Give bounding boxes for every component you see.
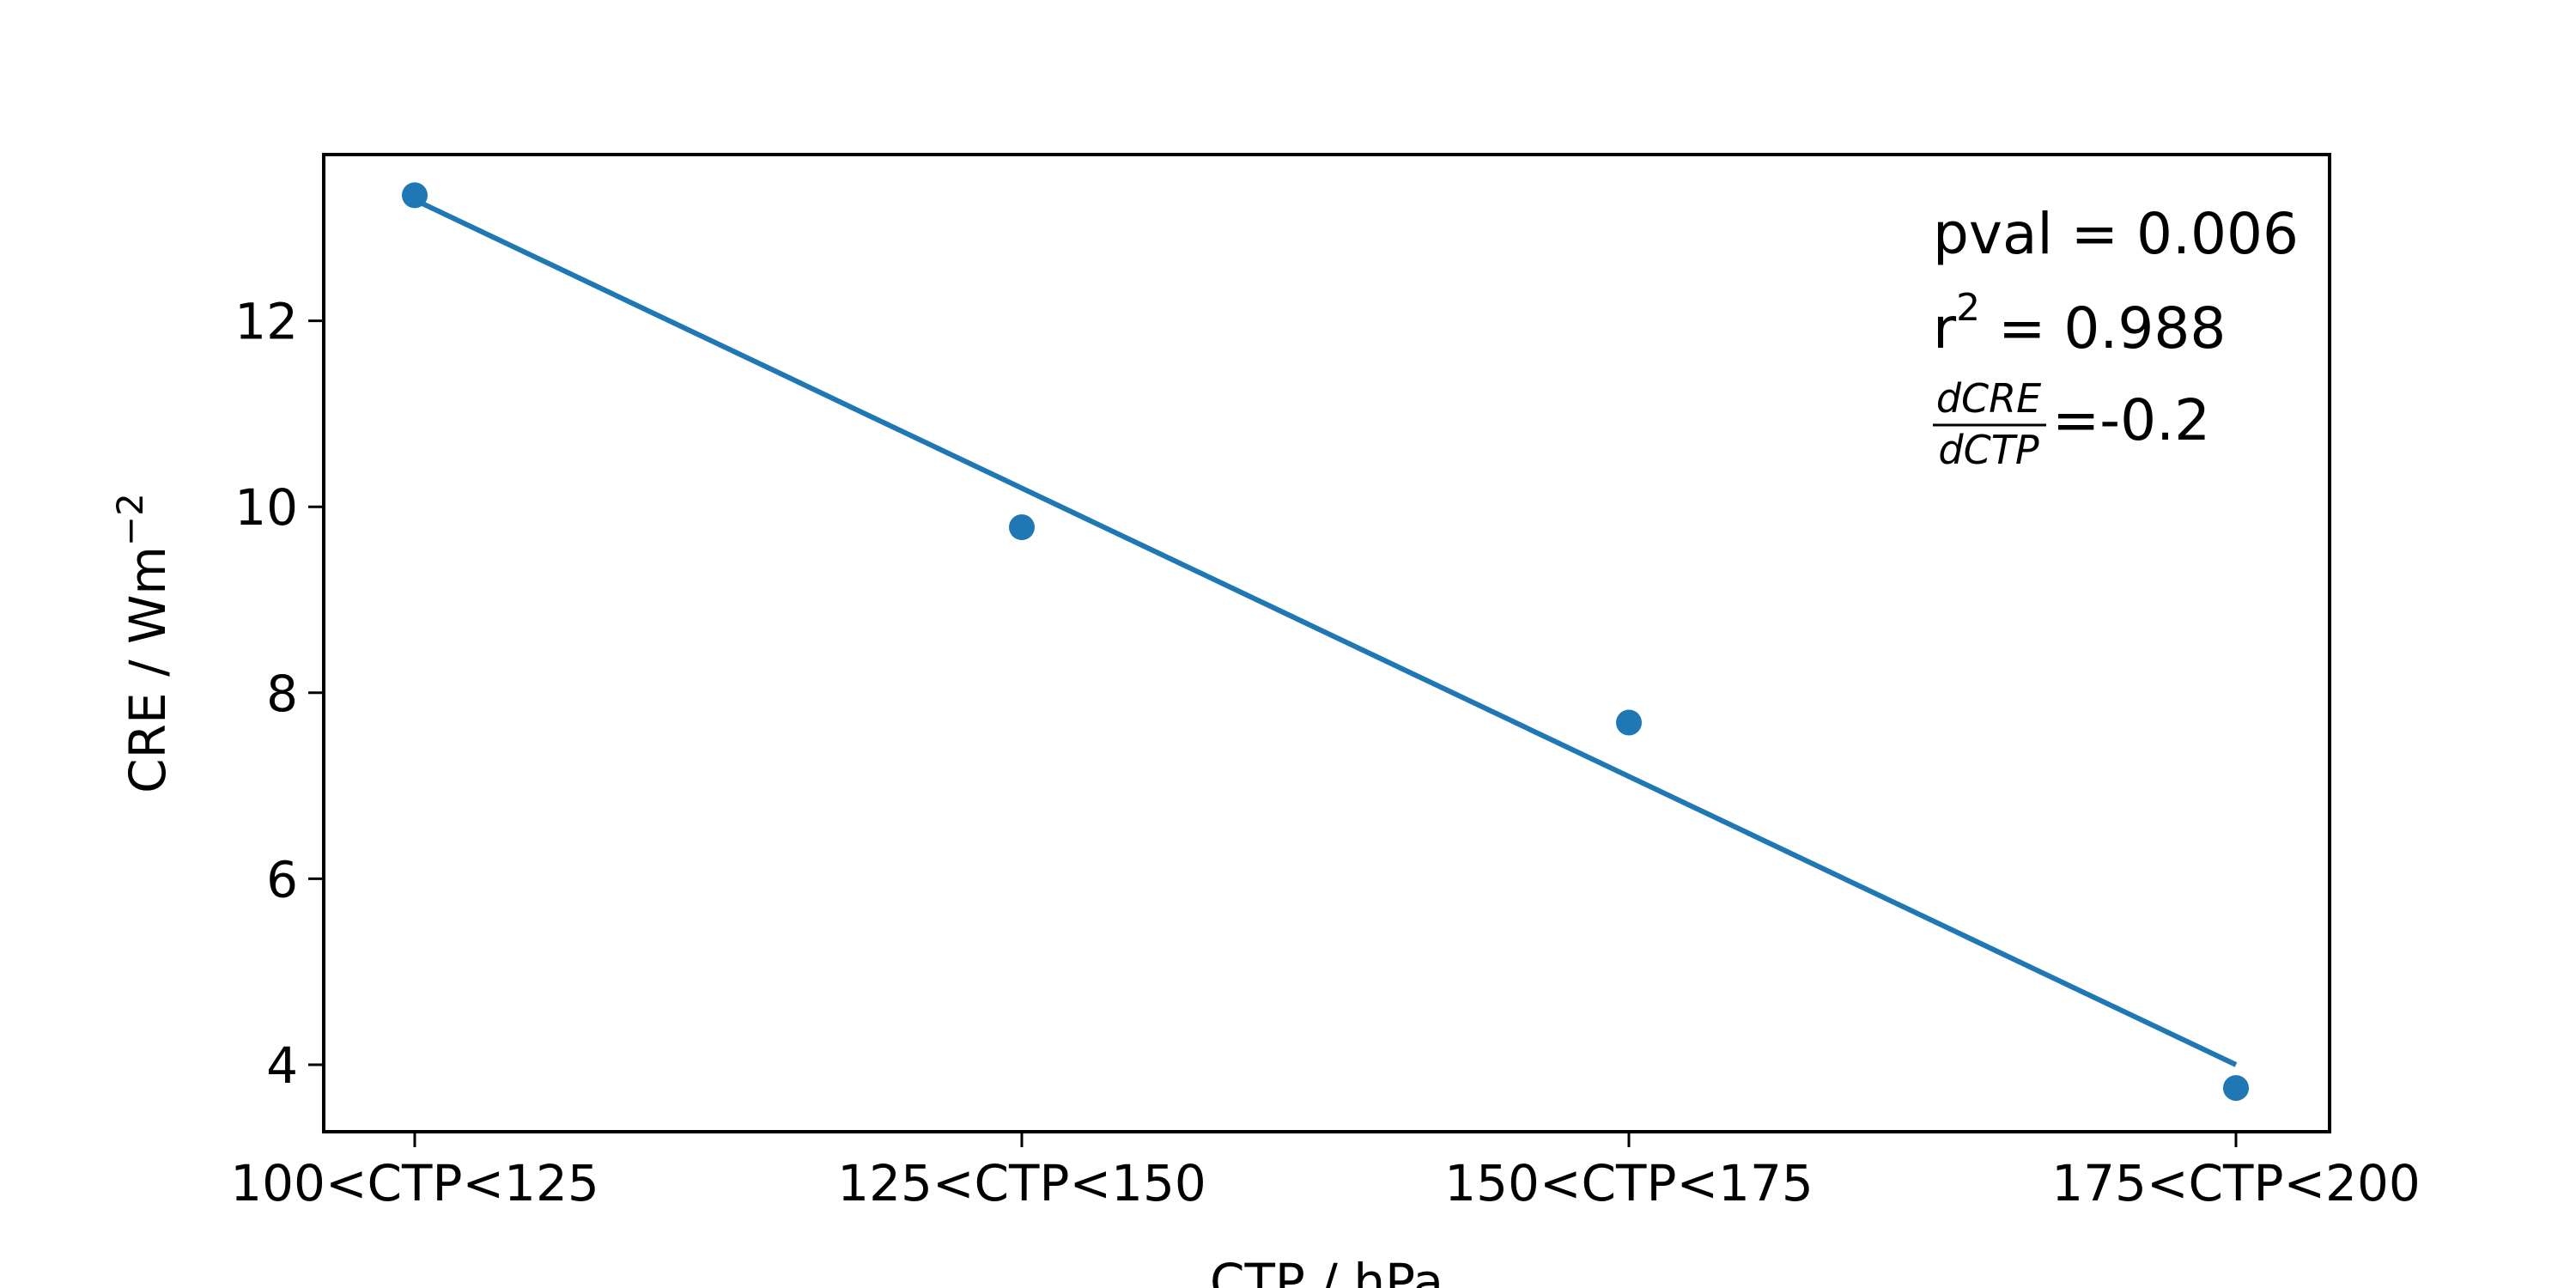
fit-line [413,197,2238,1067]
y-tick-label: 12 [234,293,298,351]
x-axis: 100<CTP<125 125<CTP<150 150<CTP<175 175<CTP… [230,1132,2421,1212]
x-tick-label: 175<CTP<200 [2051,1154,2421,1212]
y-axis: 4 6 8 10 12 [234,293,324,1095]
y-axis-label-text: CRE / Wm [118,546,177,793]
r-squared-exponent: 2 [1956,286,1980,330]
y-tick-label: 8 [266,665,298,723]
y-tick-label: 10 [234,478,298,537]
x-tick-label: 100<CTP<125 [230,1154,599,1212]
y-tick-label: 6 [266,850,298,908]
data-point [402,182,428,209]
y-axis-label-exponent: −2 [109,493,151,546]
r-squared-annotation: r2 = 0.988 [1933,286,2226,361]
x-axis-label: CTP / hPa [1210,1253,1443,1288]
r-squared-base: r [1933,295,1957,361]
x-tick-label: 125<CTP<150 [837,1154,1206,1212]
data-point [1616,709,1642,736]
pval-annotation: pval = 0.006 [1933,201,2299,267]
fit-line-layer [413,197,2238,1067]
r-squared-value: = 0.988 [1980,295,2226,361]
data-point [2223,1075,2249,1102]
slope-value: =-0.2 [2052,387,2210,453]
y-tick-label: 4 [266,1036,298,1095]
plot-frame [322,153,2331,1133]
stats-annotation: pval = 0.006 r2 = 0.988 dCRE dCTP =-0.2 [1933,201,2299,473]
slope-denominator: dCTP [1938,427,2038,473]
y-axis-label: CRE / Wm−2 [109,493,177,793]
data-point [1009,514,1035,541]
points-layer [402,182,2249,1102]
slope-numerator: dCRE [1936,375,2041,422]
x-tick-label: 150<CTP<175 [1444,1154,1814,1212]
